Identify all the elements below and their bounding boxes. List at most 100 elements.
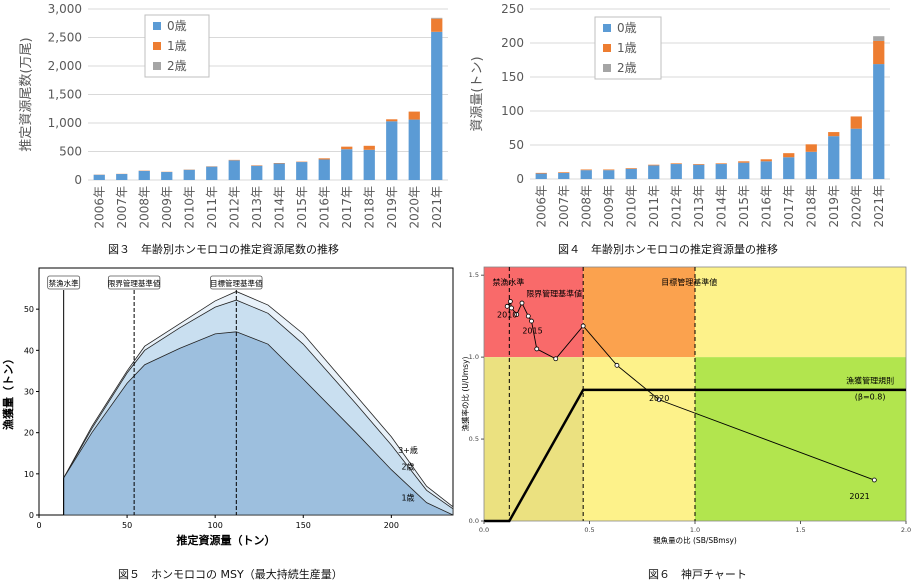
fig4-legend-label: 2歳 bbox=[617, 61, 637, 75]
fig4-legend-label: 0歳 bbox=[617, 21, 637, 35]
fig3-xtick-label: 2009年 bbox=[160, 186, 174, 229]
fig4-bar-0 bbox=[873, 64, 885, 179]
fig4-xtick-label: 2021年 bbox=[872, 185, 886, 228]
fig5-xtick-label: 50 bbox=[122, 521, 132, 530]
fig5-xtick-label: 200 bbox=[384, 521, 399, 530]
fig4-bar-0 bbox=[580, 170, 592, 179]
fig3-bar-0 bbox=[318, 159, 330, 180]
fig5-xtick-label: 100 bbox=[208, 521, 223, 530]
fig6-ytick-label: 0.5 bbox=[469, 435, 479, 443]
fig6-trajectory-point bbox=[525, 313, 531, 319]
fig4-caption: 図４ 年齢別ホンモロコの推定資源量の推移 bbox=[558, 243, 778, 256]
fig6-caption: 図６ 神戸チャート bbox=[648, 568, 747, 581]
fig3-legend-label: 0歳 bbox=[167, 19, 187, 33]
fig6-trajectory-point bbox=[553, 356, 559, 362]
fig3-bar-0 bbox=[273, 163, 285, 180]
fig3-ytick-label: 3,000 bbox=[48, 2, 82, 16]
fig5-xlabel: 推定資源量（トン） bbox=[177, 533, 276, 547]
fig3-caption: 図３ 年齢別ホンモロコの推定資源尾数の推移 bbox=[108, 243, 339, 256]
fig5-ytick-label: 50 bbox=[24, 305, 34, 314]
fig4-bar-1 bbox=[580, 169, 592, 171]
fig4-bar-0 bbox=[715, 164, 727, 179]
fig6-xtick-label: 0.5 bbox=[584, 526, 594, 534]
fig5-xtick-label: 0 bbox=[36, 521, 41, 530]
fig4-bar-0 bbox=[828, 136, 840, 179]
fig3-ytick-label: 2,000 bbox=[48, 59, 82, 73]
fig3-ylabel: 推定資源尾数(万尾) bbox=[19, 37, 34, 151]
fig3-bar-0 bbox=[183, 169, 195, 180]
fig5-ytick-label: 20 bbox=[24, 429, 34, 438]
fig3-legend-swatch bbox=[153, 62, 161, 70]
fig4-ytick-label: 250 bbox=[501, 2, 524, 16]
fig5-ref-label-box bbox=[107, 275, 161, 290]
fig3-ytick-label: 1,000 bbox=[48, 116, 82, 130]
fig3-xtick-label: 2006年 bbox=[92, 186, 106, 229]
fig6-trajectory-point bbox=[514, 312, 520, 317]
fig6-trajectory-point bbox=[519, 300, 525, 306]
fig3-xtick-label: 2015年 bbox=[295, 186, 309, 229]
fig4-bar-0 bbox=[760, 161, 772, 179]
fig6-xtick-label: 0.0 bbox=[479, 526, 489, 534]
fig4-ytick-label: 100 bbox=[501, 104, 524, 118]
fig3-bar-2 bbox=[431, 17, 443, 19]
fig3-ytick-label: 2,500 bbox=[48, 31, 82, 45]
fig4-bar-1 bbox=[535, 172, 547, 174]
fig6-zone-label: 限界管理基準値 bbox=[526, 288, 582, 298]
fig3-xtick-label: 2010年 bbox=[182, 186, 196, 229]
fig4-bar-2 bbox=[873, 36, 885, 41]
fig3-chart: 0 500 1,000 1,500 2,000 2,500 3,000 2006年 2007年 2… bbox=[19, 2, 448, 229]
fig4-ytick-label: 150 bbox=[501, 70, 524, 84]
fig4-bar-0 bbox=[558, 172, 570, 179]
fig4-bar-0 bbox=[625, 168, 637, 179]
fig6-zone bbox=[484, 357, 584, 521]
fig3-bar-0 bbox=[408, 119, 420, 180]
fig4-ytick-label: 0 bbox=[516, 172, 524, 186]
fig4-bar-0 bbox=[783, 157, 795, 179]
fig6-point-label: 2020 bbox=[649, 394, 669, 403]
fig4-bar-0 bbox=[805, 151, 817, 179]
fig3-bar-1 bbox=[341, 146, 353, 150]
fig4-bar-0 bbox=[535, 173, 547, 179]
fig5-ref-label-box bbox=[47, 275, 81, 290]
fig3-xtick-label: 2014年 bbox=[272, 186, 286, 229]
fig3-legend-label: 1歳 bbox=[167, 39, 187, 53]
fig3-bar-0 bbox=[116, 174, 128, 180]
fig5-area-0 bbox=[63, 331, 454, 516]
fig4-bar-0 bbox=[850, 128, 862, 179]
fig3-bar-0 bbox=[431, 31, 443, 180]
fig3-xtick-label: 2018年 bbox=[362, 186, 376, 229]
fig3-ytick-label: 0 bbox=[74, 173, 82, 187]
fig3-xtick-label: 2007年 bbox=[115, 186, 129, 229]
fig4-bar-1 bbox=[873, 40, 885, 65]
fig4-bar-1 bbox=[783, 153, 795, 158]
fig6-ytick-label: 1.0 bbox=[469, 353, 479, 361]
fig4-xtick-label: 2019年 bbox=[827, 185, 841, 228]
fig6-zone bbox=[695, 267, 906, 358]
fig6-trajectory-point bbox=[507, 299, 513, 304]
fig4-bar-1 bbox=[693, 164, 705, 165]
fig6-hcr-label: 漁獲管理規則 bbox=[846, 375, 894, 385]
fig4-bar-0 bbox=[603, 170, 615, 179]
fig6-trajectory-point bbox=[871, 477, 877, 483]
fig4-xtick-label: 2006年 bbox=[534, 185, 548, 228]
fig3-bar-0 bbox=[363, 149, 375, 180]
fig3-ytick-label: 1,500 bbox=[48, 88, 82, 102]
fig4-xtick-label: 2013年 bbox=[692, 185, 706, 228]
fig6-xtick-label: 1.0 bbox=[690, 526, 700, 534]
fig3-ytick-label: 500 bbox=[59, 145, 82, 159]
fig5-area-label: 2歳 bbox=[401, 462, 414, 472]
fig3-xtick-label: 2012年 bbox=[227, 186, 241, 229]
fig4-bar-1 bbox=[760, 159, 772, 162]
fig3-bar-0 bbox=[161, 172, 173, 180]
fig4-xtick-label: 2015年 bbox=[737, 185, 751, 228]
fig6-ytick-label: 1.5 bbox=[469, 271, 479, 279]
fig5-area-label: 3+歳 bbox=[398, 445, 418, 455]
fig4-xtick-label: 2008年 bbox=[579, 185, 593, 228]
fig4-bar-0 bbox=[693, 164, 705, 179]
fig5-ytick-label: 0 bbox=[29, 511, 34, 520]
fig4-xtick-label: 2007年 bbox=[557, 185, 571, 228]
fig3-xtick-label: 2013年 bbox=[250, 186, 264, 229]
fig3-bar-1 bbox=[318, 158, 330, 160]
fig6-hcr-sublabel: (β=0.8) bbox=[855, 393, 886, 402]
